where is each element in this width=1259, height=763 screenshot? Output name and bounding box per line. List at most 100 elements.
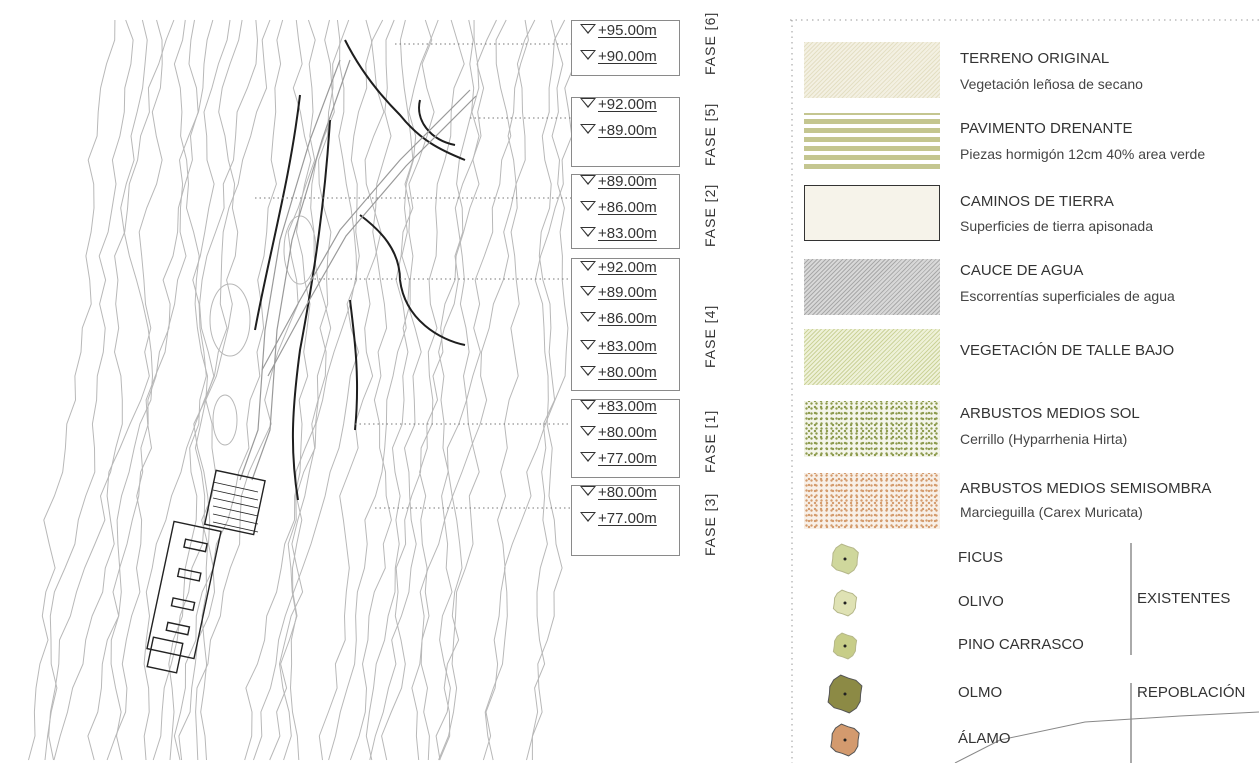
- contour-line: [44, 19, 134, 761]
- contour-line: [269, 19, 384, 761]
- wall-line: [344, 39, 466, 161]
- contour-line: [365, 19, 414, 761]
- contour-line: [143, 19, 271, 761]
- elevation-triangle-icon: [580, 400, 596, 410]
- contour-line: [484, 19, 569, 761]
- elevation-triangle-icon: [580, 98, 596, 108]
- main-building: [146, 520, 222, 660]
- contour-line: [369, 19, 439, 761]
- elevation-mark: +77.00m: [580, 450, 657, 467]
- elevation-value: +80.00m: [598, 484, 657, 501]
- elevation-value: +77.00m: [598, 510, 657, 527]
- contour-line: [438, 19, 475, 761]
- contour-line: [244, 19, 312, 761]
- tree-label: ÁLAMO: [958, 730, 1011, 747]
- contour-line: [178, 19, 284, 761]
- elevation-value: +86.00m: [598, 310, 657, 327]
- legend-subtitle: Vegetación leñosa de secano: [960, 76, 1143, 92]
- elevation-mark: +89.00m: [580, 284, 657, 301]
- elevation-mark: +92.00m: [580, 259, 657, 276]
- phase-box: +80.00m +77.00m: [571, 484, 680, 556]
- elevation-triangle-icon: [580, 426, 596, 436]
- legend-title: VEGETACIÓN DE TALLE BAJO: [960, 342, 1175, 359]
- phase-label: FASE [2]: [702, 183, 718, 247]
- trail: [261, 89, 471, 371]
- elevation-value: +77.00m: [598, 450, 657, 467]
- contour-knoll: [212, 394, 238, 446]
- elevation-value: +90.00m: [598, 48, 657, 65]
- legend-subtitle: Escorrentías superficiales de agua: [960, 288, 1175, 304]
- contour-lines: [28, 19, 580, 761]
- roof-slat: [212, 489, 259, 501]
- elevation-triangle-icon: [580, 486, 596, 496]
- elevation-triangle-icon: [580, 286, 596, 296]
- elevation-triangle-icon: [580, 24, 596, 34]
- elevation-triangle-icon: [580, 201, 596, 211]
- contour-line: [526, 19, 580, 761]
- legend-title: ARBUSTOS MEDIOS SOL: [960, 405, 1140, 422]
- elevation-value: +89.00m: [598, 284, 657, 301]
- phase-box: +92.00m +89.00m: [571, 96, 680, 167]
- tree-center-dot: [843, 601, 847, 605]
- building-module: [165, 621, 191, 636]
- contour-line: [419, 19, 480, 761]
- elevation-mark: +80.00m: [580, 424, 657, 441]
- elevation-value: +89.00m: [598, 122, 657, 139]
- legend-title: PAVIMENTO DRENANTE: [960, 120, 1133, 137]
- contour-line: [195, 19, 316, 761]
- contour-line: [349, 19, 395, 761]
- legend-subtitle: Superficies de tierra apisonada: [960, 218, 1154, 234]
- phase-label: FASE [5]: [702, 102, 718, 166]
- elevation-triangle-icon: [580, 227, 596, 237]
- contour-line: [106, 19, 199, 761]
- contour-line: [438, 19, 497, 761]
- elevation-value: +86.00m: [598, 199, 657, 216]
- legend-swatch: [804, 42, 940, 98]
- phase-box: +95.00m +90.00m: [571, 20, 680, 76]
- legend-subtitle: Piezas hormigón 12cm 40% area verde: [960, 146, 1206, 162]
- building: [146, 469, 266, 674]
- phase-box: +89.00m +86.00m +83.00m: [571, 173, 680, 249]
- contour-line: [278, 19, 335, 761]
- leader-lines: [255, 43, 571, 509]
- wall-line: [254, 94, 301, 331]
- legend-title: CAMINOS DE TIERRA: [960, 193, 1114, 210]
- elevation-triangle-icon: [580, 312, 596, 322]
- tree-label: OLMO: [958, 684, 1003, 701]
- tree-label: PINO CARRASCO: [958, 636, 1084, 653]
- elevation-value: +80.00m: [598, 364, 657, 381]
- contour-line: [110, 19, 214, 761]
- elevation-mark: +90.00m: [580, 48, 657, 65]
- structure-roof: [203, 469, 266, 536]
- elevation-value: +89.00m: [598, 173, 657, 190]
- elevation-value: +83.00m: [598, 398, 657, 415]
- legend-subtitle: Cerrillo (Hyparrhenia Hirta): [960, 431, 1128, 447]
- building-module: [176, 567, 202, 582]
- contour-knoll: [283, 215, 317, 285]
- elevation-mark: +80.00m: [580, 364, 657, 381]
- elevation-triangle-icon: [580, 340, 596, 350]
- elevation-triangle-icon: [580, 512, 596, 522]
- trail: [251, 59, 351, 481]
- building-module: [183, 538, 208, 553]
- elevation-triangle-icon: [580, 124, 596, 134]
- trail: [267, 95, 477, 377]
- legend-title: TERRENO ORIGINAL: [960, 50, 1110, 67]
- trail: [239, 59, 341, 481]
- elevation-triangle-icon: [580, 50, 596, 60]
- elevation-mark: +83.00m: [580, 338, 657, 355]
- contour-line: [53, 19, 163, 761]
- legend-swatch: [804, 329, 940, 385]
- contour-line: [168, 19, 231, 761]
- contour-line: [173, 19, 217, 761]
- elevation-triangle-icon: [580, 366, 596, 376]
- contour-knoll: [209, 283, 251, 357]
- contour-line: [482, 19, 529, 761]
- elevation-mark: +86.00m: [580, 310, 657, 327]
- elevation-value: +95.00m: [598, 22, 657, 39]
- phase-box: +92.00m +89.00m +86.00m +83.00m +80.00m: [571, 258, 680, 391]
- building-module: [170, 597, 196, 612]
- elevation-mark: +83.00m: [580, 225, 657, 242]
- phase-label: FASE [1]: [702, 409, 718, 473]
